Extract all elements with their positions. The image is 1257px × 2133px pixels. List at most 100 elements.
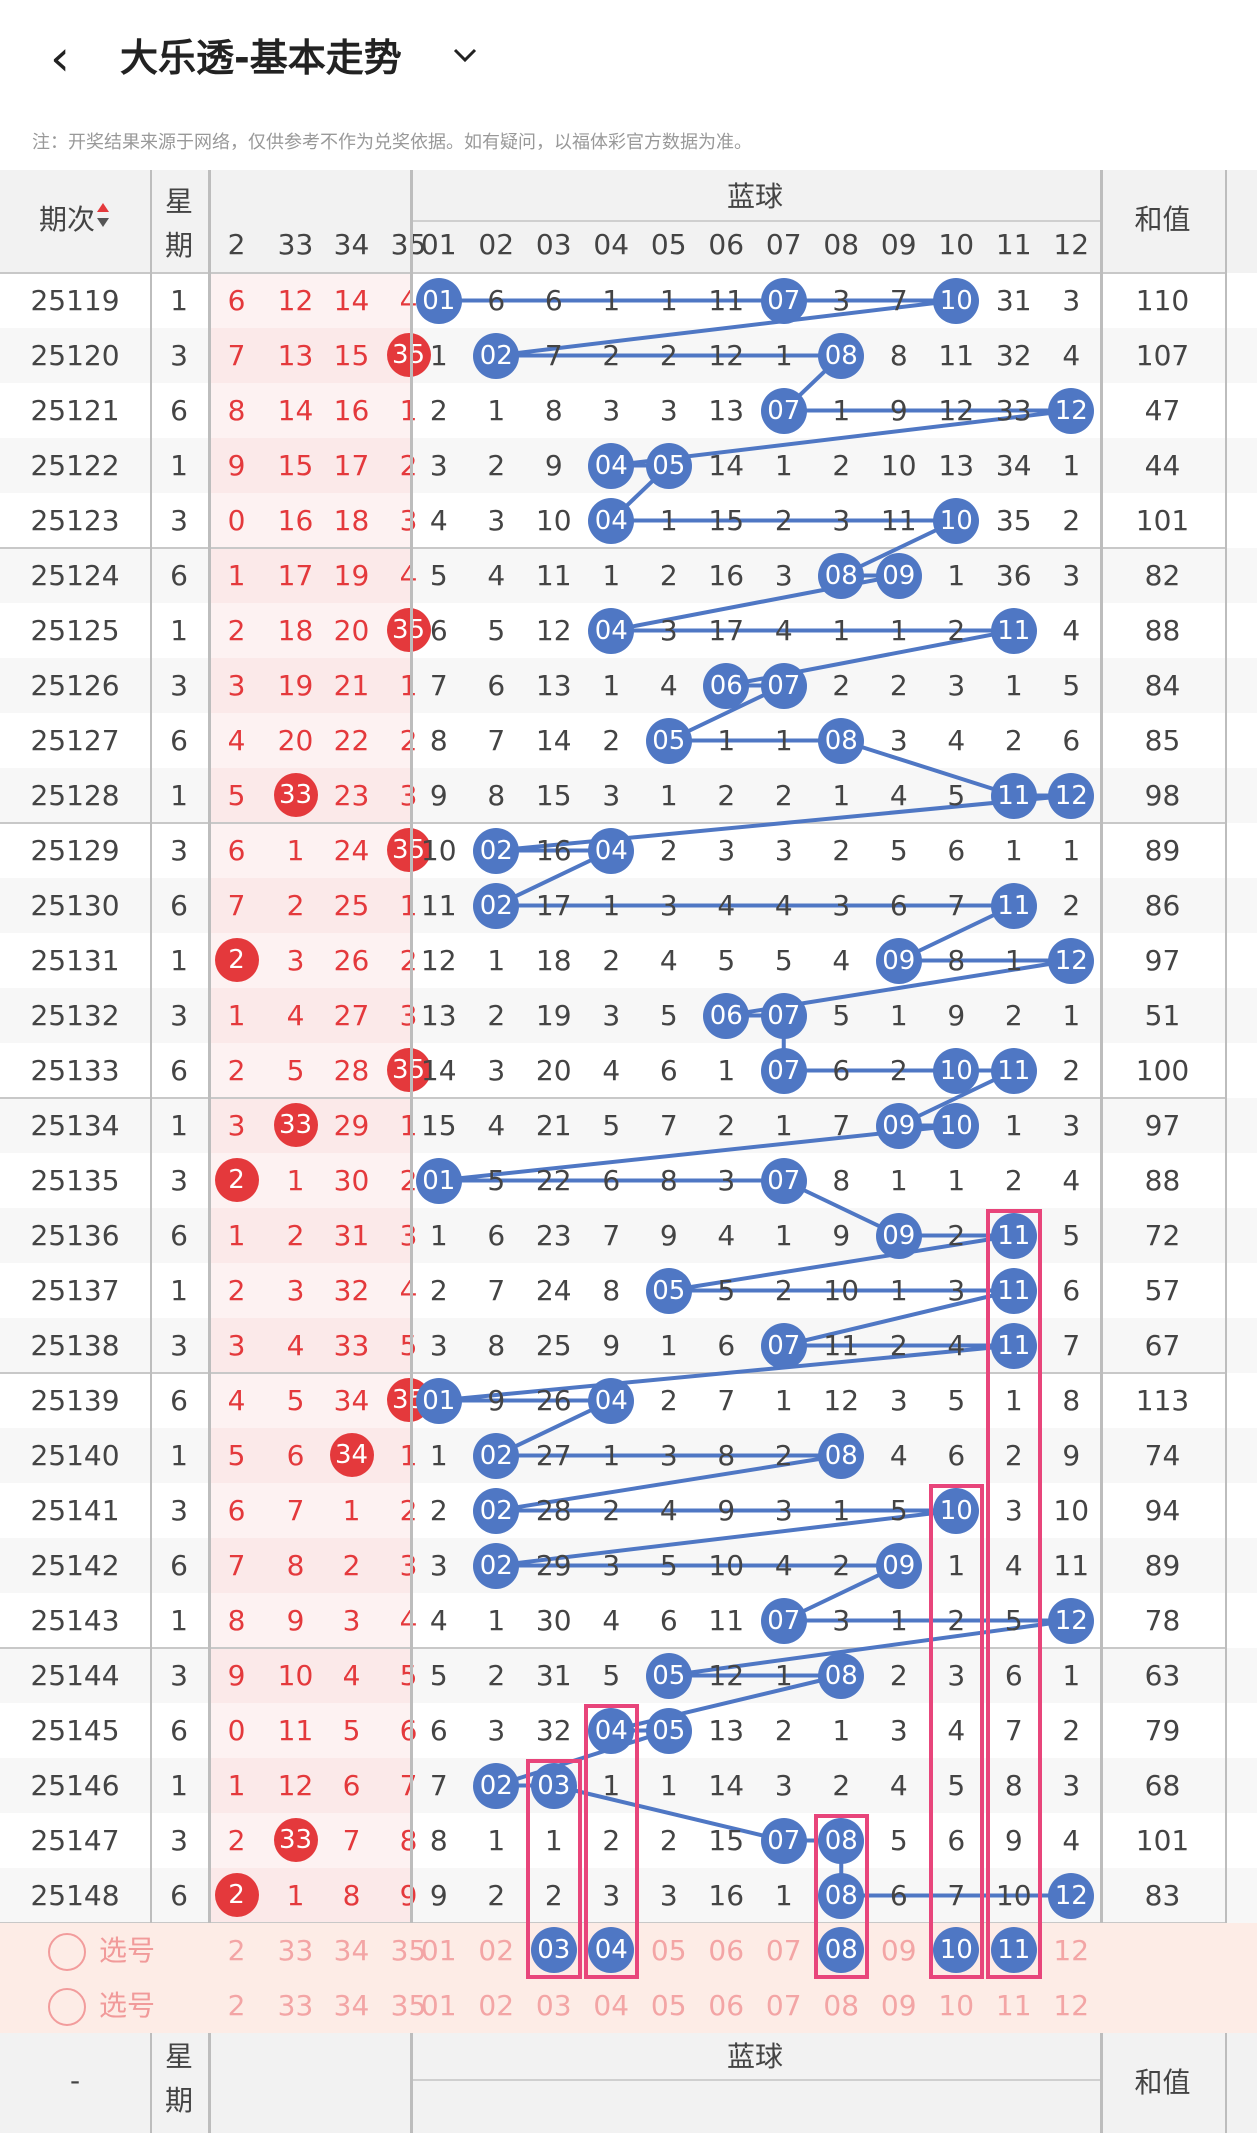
pick-blue-ball-selected[interactable]: 11 bbox=[990, 1927, 1037, 1973]
pick-blue-cell[interactable]: 12 bbox=[1053, 1934, 1090, 1967]
pick-blue-cell[interactable]: 06 bbox=[708, 1989, 745, 2022]
pick-blue-cell[interactable]: 07 bbox=[765, 1989, 802, 2022]
blue-ball: 07 bbox=[760, 662, 807, 709]
pick-front-cell[interactable]: 35 bbox=[390, 1989, 427, 2022]
blue-miss-cell: 15 bbox=[420, 1109, 457, 1142]
front-shade bbox=[208, 1373, 410, 1428]
blue-miss-cell: 3 bbox=[659, 394, 678, 427]
pick-radio[interactable] bbox=[48, 1988, 86, 2026]
pick-blue-cell[interactable]: 10 bbox=[938, 1989, 975, 2022]
front-shade bbox=[208, 658, 410, 713]
column-header-period[interactable]: 期次 bbox=[0, 190, 150, 251]
blue-miss-cell: 4 bbox=[602, 1604, 621, 1637]
trend-line bbox=[553, 1783, 785, 1843]
blue-miss-cell: 1 bbox=[889, 999, 908, 1032]
pick-blue-cell[interactable]: 05 bbox=[650, 1934, 687, 1967]
pick-front-cell[interactable]: 33 bbox=[277, 1989, 314, 2022]
blue-miss-cell: 8 bbox=[717, 1439, 736, 1472]
pick-label[interactable]: 选号 bbox=[98, 1989, 155, 2022]
blue-miss-cell: 2 bbox=[602, 1494, 621, 1527]
blue-miss-cell: 7 bbox=[717, 1384, 736, 1417]
blue-miss-cell: 3 bbox=[832, 1604, 851, 1637]
blue-miss-cell: 4 bbox=[947, 724, 966, 757]
blue-miss-cell: 3 bbox=[602, 1549, 621, 1582]
blue-miss-cell: 5 bbox=[1062, 1219, 1081, 1252]
pick-front-cell[interactable]: 34 bbox=[333, 1989, 370, 2022]
pick-blue-ball-selected[interactable]: 08 bbox=[818, 1927, 865, 1973]
blue-miss-cell: 9 bbox=[947, 999, 966, 1032]
pick-radio[interactable] bbox=[48, 1933, 86, 1971]
sort-icon[interactable] bbox=[95, 203, 111, 237]
pick-blue-cell[interactable]: 05 bbox=[650, 1989, 687, 2022]
back-chevron-left-icon[interactable]: ‹ bbox=[50, 29, 70, 87]
blue-ball: 08 bbox=[818, 1872, 865, 1919]
pick-front-cell[interactable]: 33 bbox=[277, 1934, 314, 1967]
column-header-blue-04: 04 bbox=[593, 228, 630, 261]
blue-miss-cell: 12 bbox=[938, 394, 975, 427]
pick-blue-cell[interactable]: 01 bbox=[420, 1989, 457, 2022]
pick-blue-cell[interactable]: 06 bbox=[708, 1934, 745, 1967]
blue-ball: 08 bbox=[818, 1432, 865, 1479]
weekday-cell: 1 bbox=[170, 1769, 188, 1802]
blue-miss-cell: 7 bbox=[1062, 1329, 1081, 1362]
blue-ball: 08 bbox=[818, 332, 865, 379]
blue-miss-cell: 32 bbox=[995, 339, 1032, 372]
front-shade bbox=[208, 1263, 410, 1318]
red-ball: 35 bbox=[386, 333, 431, 377]
pick-blue-cell[interactable]: 02 bbox=[478, 1989, 515, 2022]
pick-blue-ball-selected[interactable]: 03 bbox=[530, 1927, 577, 1973]
blue-miss-cell: 30 bbox=[535, 1604, 572, 1637]
weekday-cell: 6 bbox=[170, 1549, 188, 1582]
pick-blue-cell[interactable]: 01 bbox=[420, 1934, 457, 1967]
front-cell: 4 bbox=[286, 999, 305, 1032]
pick-front-cell[interactable]: 2 bbox=[227, 1989, 246, 2022]
blue-miss-cell: 7 bbox=[947, 889, 966, 922]
blue-miss-cell: 3 bbox=[602, 1879, 621, 1912]
pick-front-cell[interactable]: 35 bbox=[390, 1934, 427, 1967]
pick-blue-cell[interactable]: 04 bbox=[593, 1989, 630, 2022]
pick-front-cell[interactable]: 34 bbox=[333, 1934, 370, 1967]
blue-miss-cell: 3 bbox=[947, 669, 966, 702]
front-shade bbox=[208, 1593, 410, 1648]
pick-blue-cell[interactable]: 09 bbox=[880, 1934, 917, 1967]
blue-miss-cell: 3 bbox=[429, 1549, 448, 1582]
pick-blue-cell[interactable]: 03 bbox=[535, 1989, 572, 2022]
blue-ball: 03 bbox=[530, 1762, 577, 1809]
weekday-cell: 3 bbox=[170, 339, 188, 372]
pick-label[interactable]: 选号 bbox=[98, 1934, 155, 1967]
weekday-cell: 1 bbox=[170, 1604, 188, 1637]
pick-blue-cell[interactable]: 02 bbox=[478, 1934, 515, 1967]
front-cell: 27 bbox=[333, 999, 370, 1032]
blue-miss-cell: 8 bbox=[544, 394, 563, 427]
pick-blue-ball-selected[interactable]: 10 bbox=[933, 1927, 980, 1973]
sum-cell: 72 bbox=[1144, 1219, 1181, 1252]
front-cell: 5 bbox=[286, 1054, 305, 1087]
front-shade bbox=[208, 1758, 410, 1813]
pick-front-cell[interactable]: 2 bbox=[227, 1934, 246, 1967]
blue-miss-cell: 14 bbox=[708, 449, 745, 482]
front-shade bbox=[208, 328, 410, 383]
sum-cell: 101 bbox=[1135, 504, 1190, 537]
pick-blue-cell[interactable]: 07 bbox=[765, 1934, 802, 1967]
pick-blue-cell[interactable]: 11 bbox=[995, 1989, 1032, 2022]
column-header-blue-11: 11 bbox=[995, 228, 1032, 261]
blue-miss-cell: 2 bbox=[947, 1604, 966, 1637]
blue-miss-cell: 3 bbox=[947, 1659, 966, 1692]
pick-blue-ball-selected[interactable]: 04 bbox=[588, 1927, 635, 1973]
column-header-weekday: 星期 bbox=[164, 185, 193, 262]
front-cell: 1 bbox=[286, 1164, 305, 1197]
period-cell: 25121 bbox=[30, 394, 120, 427]
chevron-down-icon[interactable] bbox=[450, 40, 480, 70]
blue-ball: 07 bbox=[760, 387, 807, 434]
front-cell: 4 bbox=[342, 1659, 361, 1692]
blue-miss-cell: 2 bbox=[429, 1494, 448, 1527]
pick-blue-cell[interactable]: 12 bbox=[1053, 1989, 1090, 2022]
sum-cell: 47 bbox=[1144, 394, 1181, 427]
pick-blue-cell[interactable]: 09 bbox=[880, 1989, 917, 2022]
period-cell: 25139 bbox=[30, 1384, 120, 1417]
pick-blue-cell[interactable]: 08 bbox=[823, 1989, 860, 2022]
highlight-box bbox=[928, 1484, 984, 1979]
blue-miss-cell: 11 bbox=[1053, 1549, 1090, 1582]
weekday-cell: 3 bbox=[170, 1824, 188, 1857]
blue-miss-cell: 2 bbox=[659, 1384, 678, 1417]
